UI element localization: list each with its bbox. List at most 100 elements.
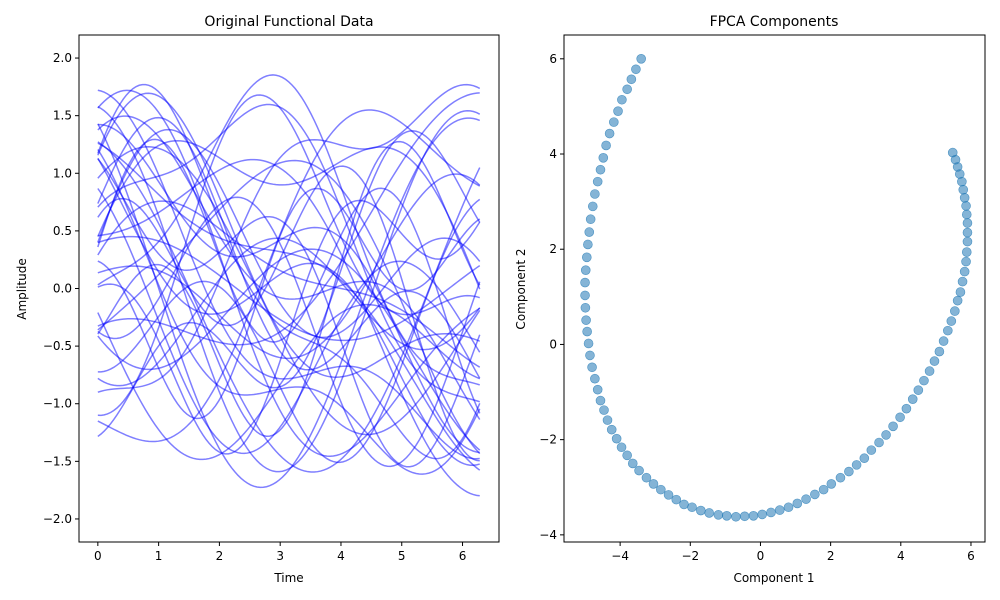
scatter-point [961, 201, 971, 211]
scatter-point [696, 505, 706, 516]
series-line [97, 158, 481, 468]
y-tick-label: 4 [549, 147, 557, 161]
y-axis-ticks: −2.0 −1.5 −1.0 −0.5 0.0 0.5 1.0 1.5 2.0 [43, 51, 79, 526]
series-line [97, 173, 481, 360]
scatter-point [584, 227, 595, 237]
scatter-point [810, 489, 820, 500]
scatter-point [583, 239, 593, 250]
series-line [97, 140, 481, 438]
y-tick-label: 2.0 [53, 51, 72, 65]
scatter-point [952, 295, 963, 306]
series-line [97, 115, 481, 420]
scatter-point [604, 128, 615, 139]
scatter-point [580, 302, 591, 313]
scatter-point [881, 430, 891, 440]
scatter-point [929, 356, 940, 366]
series-line [97, 200, 481, 368]
x-tick-label: 0 [94, 549, 102, 563]
scatter-point [587, 201, 598, 212]
series-line [97, 130, 481, 438]
scatter-point [592, 384, 603, 395]
x-axis-label: Time [273, 571, 303, 585]
scatter-point [626, 74, 637, 85]
x-tick-label: 2 [827, 549, 835, 563]
series-line [97, 165, 480, 462]
series-line [97, 248, 481, 451]
y-tick-label: 6 [549, 52, 557, 66]
scatter-point [866, 445, 877, 455]
y-tick-label: −1.5 [43, 454, 72, 468]
scatter-point [962, 227, 973, 238]
series-line [97, 138, 481, 414]
scatter-point [627, 458, 638, 469]
series-line [97, 157, 480, 467]
scatter-point [959, 193, 970, 203]
scatter-point [713, 510, 724, 520]
scatter-point [835, 472, 846, 483]
scatter-point [585, 350, 595, 361]
scatter-point [766, 507, 776, 518]
series-line [97, 109, 481, 443]
scatter-point [580, 277, 590, 288]
y-tick-label: 0.5 [53, 224, 72, 238]
scatter-point [687, 502, 697, 513]
scatter-point [663, 490, 674, 500]
series-line [97, 83, 481, 393]
scatter-point [613, 106, 623, 116]
scatter-point [580, 290, 590, 301]
scatter-point [595, 395, 606, 406]
series-line [97, 89, 480, 460]
scatter-points [580, 53, 973, 522]
scatter-point [851, 460, 862, 470]
x-tick-label: 2 [216, 549, 224, 563]
scatter-point [913, 385, 924, 395]
series-lines [97, 74, 481, 497]
scatter-point [601, 140, 611, 151]
scatter-point [801, 494, 811, 504]
series-line [97, 83, 481, 460]
scatter-point [704, 508, 715, 518]
scatter-point [739, 511, 750, 522]
scatter-point [641, 472, 652, 483]
scatter-point [616, 442, 627, 453]
scatter-point [888, 421, 898, 432]
x-axis-ticks: −4 −2 0 2 4 6 [611, 542, 975, 563]
plot-frame [78, 34, 500, 543]
scatter-point [656, 484, 666, 495]
scatter-point [648, 479, 659, 489]
scatter-point [590, 373, 600, 384]
y-tick-label: −4 [539, 528, 557, 542]
x-tick-label: 5 [398, 549, 406, 563]
scatter-point [946, 316, 957, 326]
y-axis-label: Amplitude [15, 258, 29, 320]
y-tick-label: 0.0 [53, 282, 72, 296]
y-tick-label: −1.0 [43, 397, 72, 411]
series-line [97, 141, 481, 473]
x-tick-label: −4 [611, 549, 629, 563]
y-tick-label: 2 [549, 242, 557, 256]
scatter-point [583, 338, 594, 349]
scatter-point [598, 153, 609, 163]
scatter-point [774, 505, 785, 515]
y-tick-label: −2 [539, 433, 557, 447]
scatter-point [582, 326, 592, 337]
series-line [97, 128, 481, 339]
scatter-point [958, 184, 969, 195]
x-tick-label: 1 [155, 549, 163, 563]
y-tick-label: 0 [549, 337, 557, 351]
scatter-point [961, 256, 971, 267]
scatter-point [950, 306, 960, 316]
scatter-point [907, 394, 918, 404]
scatter-point [957, 276, 968, 287]
series-line [97, 117, 480, 489]
functional-data-chart: Original Functional Data 0 1 2 3 4 5 6 −2.0 −1.… [15, 14, 500, 585]
scatter-point [602, 415, 613, 425]
scatter-point [901, 403, 912, 414]
series-line [97, 116, 481, 379]
scatter-point [859, 453, 870, 464]
scatter-point [961, 247, 972, 257]
scatter-point [895, 412, 905, 423]
x-axis-label: Component 1 [733, 571, 814, 585]
series-line [97, 89, 481, 457]
